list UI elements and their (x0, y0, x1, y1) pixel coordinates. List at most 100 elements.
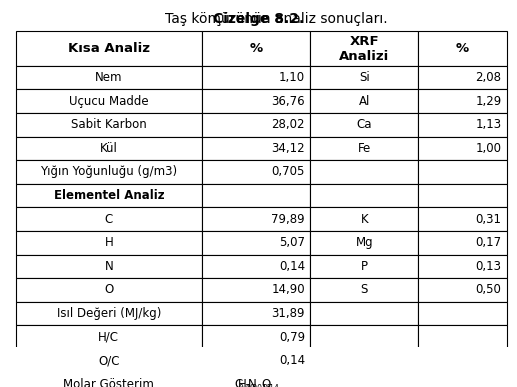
Text: Taş kömürünün analiz sonuçları.: Taş kömürünün analiz sonuçları. (130, 12, 387, 26)
Text: N: N (104, 260, 113, 273)
Bar (310, 113, 418, 137)
Bar (418, 231, 507, 255)
Bar (16, 66, 202, 89)
Text: 0,705: 0,705 (271, 166, 305, 178)
Text: 1,13: 1,13 (475, 118, 501, 131)
Bar (16, 372, 202, 387)
Text: Nem: Nem (95, 71, 123, 84)
Text: Fe: Fe (358, 142, 371, 155)
Bar (16, 255, 202, 278)
Bar (310, 301, 418, 325)
Text: XRF
Analizi: XRF Analizi (339, 34, 389, 63)
Text: Çizelge 8.2.: Çizelge 8.2. (213, 12, 304, 26)
Text: 0,13: 0,13 (476, 260, 501, 273)
Text: Kül: Kül (100, 142, 118, 155)
Bar (418, 89, 507, 113)
Bar (202, 113, 310, 137)
Bar (418, 255, 507, 278)
Text: Ca: Ca (357, 118, 372, 131)
Text: Kısa Analiz: Kısa Analiz (68, 42, 150, 55)
Bar (310, 31, 418, 66)
Bar (202, 160, 310, 184)
Bar (418, 301, 507, 325)
Bar (202, 278, 310, 301)
Text: K: K (360, 212, 368, 226)
Text: H/C: H/C (98, 330, 119, 344)
Bar (310, 137, 418, 160)
Text: O: O (262, 378, 270, 387)
Text: %: % (250, 42, 263, 55)
Bar (202, 231, 310, 255)
Bar (16, 31, 202, 66)
Bar (202, 325, 310, 349)
Text: 1,10: 1,10 (279, 71, 305, 84)
Text: H: H (104, 236, 113, 249)
Text: Sabit Karbon: Sabit Karbon (71, 118, 147, 131)
Text: 0,14: 0,14 (279, 260, 305, 273)
Bar (310, 89, 418, 113)
Text: S: S (360, 283, 368, 296)
Bar (16, 184, 202, 207)
Text: N: N (248, 378, 256, 387)
Bar (16, 301, 202, 325)
Bar (202, 137, 310, 160)
Bar (418, 31, 507, 66)
Text: 5,07: 5,07 (279, 236, 305, 249)
Text: 31,89: 31,89 (271, 307, 305, 320)
Bar (202, 372, 310, 387)
Bar (310, 325, 418, 349)
Bar (16, 89, 202, 113)
Bar (202, 89, 310, 113)
Bar (310, 160, 418, 184)
Bar (418, 160, 507, 184)
Text: Yığın Yoğunluğu (g/m3): Yığın Yoğunluğu (g/m3) (40, 166, 177, 178)
Bar (418, 207, 507, 231)
Text: 79,89: 79,89 (271, 212, 305, 226)
Text: C: C (235, 378, 243, 387)
Bar (310, 372, 418, 387)
Text: 0,14: 0,14 (263, 384, 280, 387)
Bar (16, 160, 202, 184)
Text: 28,02: 28,02 (271, 118, 305, 131)
Bar (202, 66, 310, 89)
Text: 0,14: 0,14 (279, 354, 305, 367)
Text: O: O (104, 283, 113, 296)
Text: 0,17: 0,17 (475, 236, 501, 249)
Bar (310, 66, 418, 89)
Bar (16, 207, 202, 231)
Bar (202, 301, 310, 325)
Text: 1,29: 1,29 (475, 95, 501, 108)
Text: 1,00: 1,00 (476, 142, 501, 155)
Text: 34,12: 34,12 (271, 142, 305, 155)
Bar (202, 184, 310, 207)
Bar (16, 231, 202, 255)
Bar (202, 31, 310, 66)
Bar (418, 113, 507, 137)
Bar (310, 184, 418, 207)
Text: 14,90: 14,90 (271, 283, 305, 296)
Bar (418, 137, 507, 160)
Bar (418, 325, 507, 349)
Text: P: P (361, 260, 368, 273)
Text: 0,0015: 0,0015 (246, 384, 272, 387)
Text: Uçucu Madde: Uçucu Madde (69, 95, 149, 108)
Bar (310, 349, 418, 372)
Bar (310, 255, 418, 278)
Bar (418, 184, 507, 207)
Text: Al: Al (358, 95, 370, 108)
Text: Si: Si (359, 71, 370, 84)
Bar (418, 349, 507, 372)
Bar (418, 278, 507, 301)
Bar (418, 66, 507, 89)
Bar (202, 207, 310, 231)
Text: 0,31: 0,31 (476, 212, 501, 226)
Bar (16, 325, 202, 349)
Bar (202, 255, 310, 278)
Bar (310, 278, 418, 301)
Text: Molar Gösterim: Molar Gösterim (64, 378, 154, 387)
Bar (16, 137, 202, 160)
Text: Isıl Değeri (MJ/kg): Isıl Değeri (MJ/kg) (57, 307, 161, 320)
Text: 36,76: 36,76 (271, 95, 305, 108)
Text: O/C: O/C (98, 354, 119, 367)
Text: 2,08: 2,08 (476, 71, 501, 84)
